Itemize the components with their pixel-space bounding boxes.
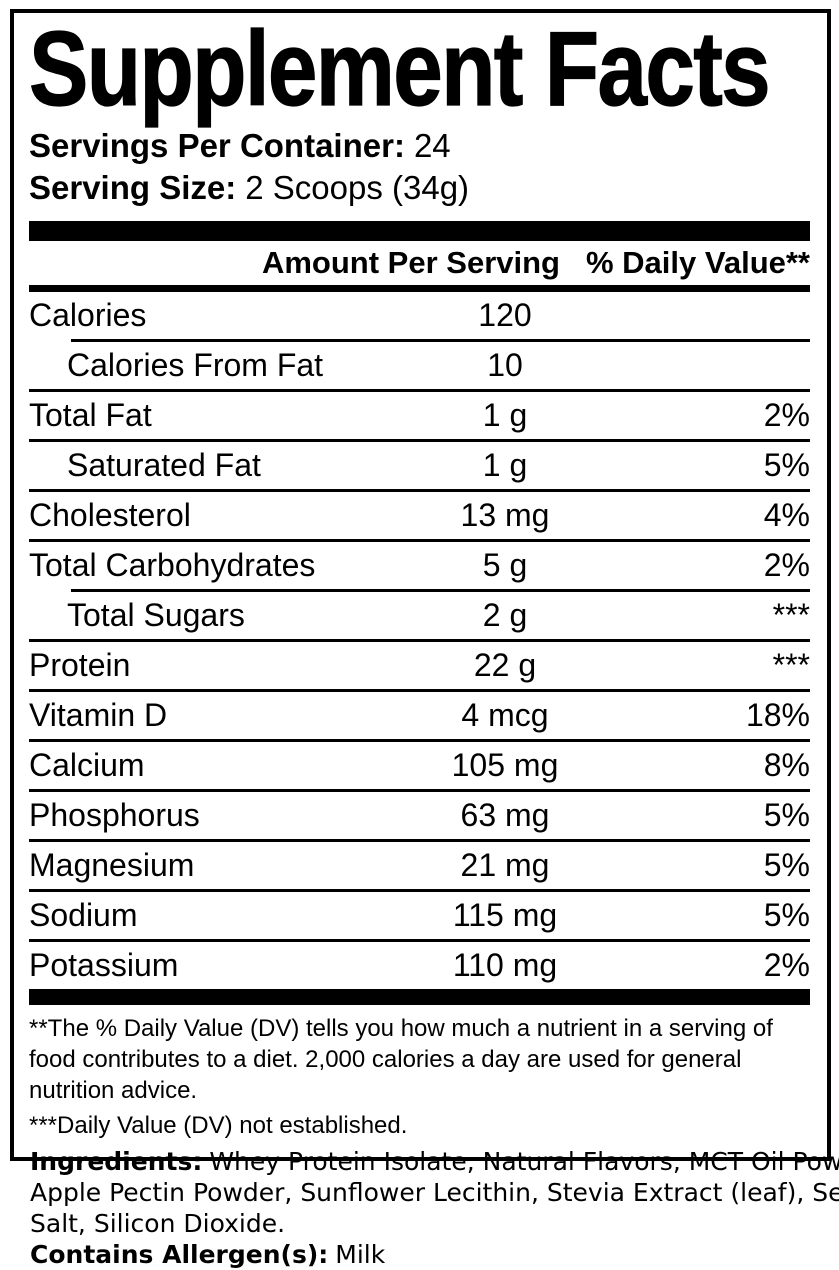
nutrient-dv: 2%	[763, 947, 810, 983]
nutrient-amount: 13 mg	[460, 497, 550, 533]
nutrient-amount: 2 g	[482, 597, 528, 633]
nutrient-dv: 5%	[763, 797, 810, 833]
divider-bar-bottom	[29, 989, 810, 1005]
table-header-row: Amount Per Serving % Daily Value**	[29, 241, 810, 285]
nutrient-amount: 1 g	[482, 447, 528, 483]
ingredients-text: Whey Protein Isolate, Natural Flavors, M…	[209, 1147, 839, 1176]
serving-size-value: 2 Scoops (34g)	[245, 169, 470, 206]
column-header-amount: Amount Per Serving	[261, 245, 560, 280]
nutrient-amount: 115 mg	[452, 897, 558, 933]
allergen-label: Contains Allergen(s):	[30, 1240, 329, 1269]
nutrient-amount: 10	[487, 347, 523, 383]
nutrient-amount: 120	[478, 297, 532, 333]
nutrient-dv: 4%	[763, 497, 810, 533]
header-rule	[29, 285, 810, 292]
table-row-saturated-fat: Saturated Fat 1 g 5%	[29, 442, 810, 489]
nutrient-name: Protein	[29, 647, 131, 683]
nutrient-name: Total Sugars	[67, 597, 245, 633]
footnote-daily-value: **The % Daily Value (DV) tells you how m…	[29, 1015, 773, 1104]
ingredients-section: Ingredients: Whey Protein Isolate, Natura…	[30, 1146, 839, 1270]
nutrient-name: Sodium	[29, 897, 138, 933]
nutrient-name: Vitamin D	[29, 697, 168, 733]
nutrient-dv: 8%	[763, 747, 810, 783]
row-separator	[29, 639, 810, 642]
table-row-sodium: Sodium 115 mg 5%	[29, 892, 810, 939]
nutrient-dv: 2%	[763, 547, 810, 583]
nutrient-name: Cholesterol	[29, 497, 191, 533]
nutrient-dv: 18%	[745, 697, 810, 733]
ingredients-text: Salt, Silicon Dioxide.	[30, 1209, 286, 1238]
table-row-calories-from-fat: Calories From Fat 10	[29, 342, 810, 389]
table-row-total-fat: Total Fat 1 g 2%	[29, 392, 810, 439]
ingredients-line: Apple Pectin Powder, Sunflower Lecithin,…	[30, 1177, 839, 1208]
row-separator	[29, 439, 810, 442]
row-separator	[29, 689, 810, 692]
nutrient-dv: 5%	[763, 847, 810, 883]
allergen-value: Milk	[335, 1240, 386, 1269]
table-row-vitamin-d: Vitamin D 4 mcg 18%	[29, 692, 810, 739]
nutrient-name: Total Fat	[29, 397, 152, 433]
table-row-calories: Calories 120	[29, 292, 810, 339]
nutrient-amount: 21 mg	[460, 847, 550, 883]
row-separator	[29, 889, 810, 892]
row-separator	[29, 739, 810, 742]
nutrient-dv: 5%	[763, 897, 810, 933]
nutrient-name: Calories From Fat	[67, 347, 324, 383]
row-separator	[29, 389, 810, 392]
nutrient-dv: 5%	[763, 447, 810, 483]
table-row-calcium: Calcium 105 mg 8%	[29, 742, 810, 789]
servings-per-container-line: Servings Per Container: 24	[29, 125, 810, 167]
nutrient-name: Calories	[29, 297, 147, 333]
row-separator	[71, 339, 810, 342]
table-row-phosphorus: Phosphorus 63 mg 5%	[29, 792, 810, 839]
nutrient-amount: 105 mg	[451, 747, 559, 783]
serving-size-line: Serving Size: 2 Scoops (34g)	[29, 167, 810, 209]
footnote-not-established: ***Daily Value (DV) not established.	[29, 1112, 408, 1139]
supplement-facts-panel: Supplement Facts Servings Per Container:…	[10, 9, 831, 1161]
table-row-magnesium: Magnesium 21 mg 5%	[29, 842, 810, 889]
ingredients-line: Ingredients: Whey Protein Isolate, Natura…	[30, 1146, 839, 1177]
servings-per-container-label: Servings Per Container:	[29, 127, 405, 164]
nutrient-dv: ***	[772, 647, 810, 683]
nutrient-dv: ***	[772, 597, 810, 633]
table-row-total-carbohydrates: Total Carbohydrates 5 g 2%	[29, 542, 810, 589]
serving-size-label: Serving Size:	[29, 169, 237, 206]
nutrient-amount: 22 g	[473, 647, 537, 683]
row-separator	[29, 839, 810, 842]
nutrient-amount: 110 mg	[452, 947, 558, 983]
row-separator	[71, 589, 810, 592]
row-separator	[29, 489, 810, 492]
table-row-potassium: Potassium 110 mg 2%	[29, 942, 810, 989]
nutrient-name: Magnesium	[29, 847, 195, 883]
row-separator	[29, 539, 810, 542]
nutrient-amount: 1 g	[482, 397, 528, 433]
nutrient-amount: 63 mg	[460, 797, 550, 833]
nutrient-name: Phosphorus	[29, 797, 200, 833]
nutrient-name: Total Carbohydrates	[29, 547, 316, 583]
column-header-daily-value: % Daily Value**	[585, 245, 810, 280]
nutrient-name: Saturated Fat	[67, 447, 261, 483]
divider-bar-top	[29, 221, 810, 241]
ingredients-text: Apple Pectin Powder, Sunflower Lecithin,…	[30, 1178, 839, 1207]
panel-title: Supplement Facts	[28, 10, 771, 128]
row-separator	[29, 789, 810, 792]
nutrient-amount: 4 mcg	[461, 697, 549, 733]
nutrient-name: Potassium	[29, 947, 179, 983]
table-row-protein: Protein 22 g ***	[29, 642, 810, 689]
nutrient-name: Calcium	[29, 747, 145, 783]
servings-per-container-value: 24	[413, 127, 451, 164]
table-row-cholesterol: Cholesterol 13 mg 4%	[29, 492, 810, 539]
ingredients-line: Salt, Silicon Dioxide.	[30, 1208, 820, 1239]
allergen-line: Contains Allergen(s): Milk	[30, 1239, 820, 1270]
row-separator	[29, 939, 810, 942]
ingredients-label: Ingredients:	[30, 1147, 203, 1176]
nutrient-dv: 2%	[763, 397, 810, 433]
footnotes: **The % Daily Value (DV) tells you how m…	[29, 1005, 810, 1149]
nutrient-amount: 5 g	[482, 547, 528, 583]
table-row-total-sugars: Total Sugars 2 g ***	[29, 592, 810, 639]
